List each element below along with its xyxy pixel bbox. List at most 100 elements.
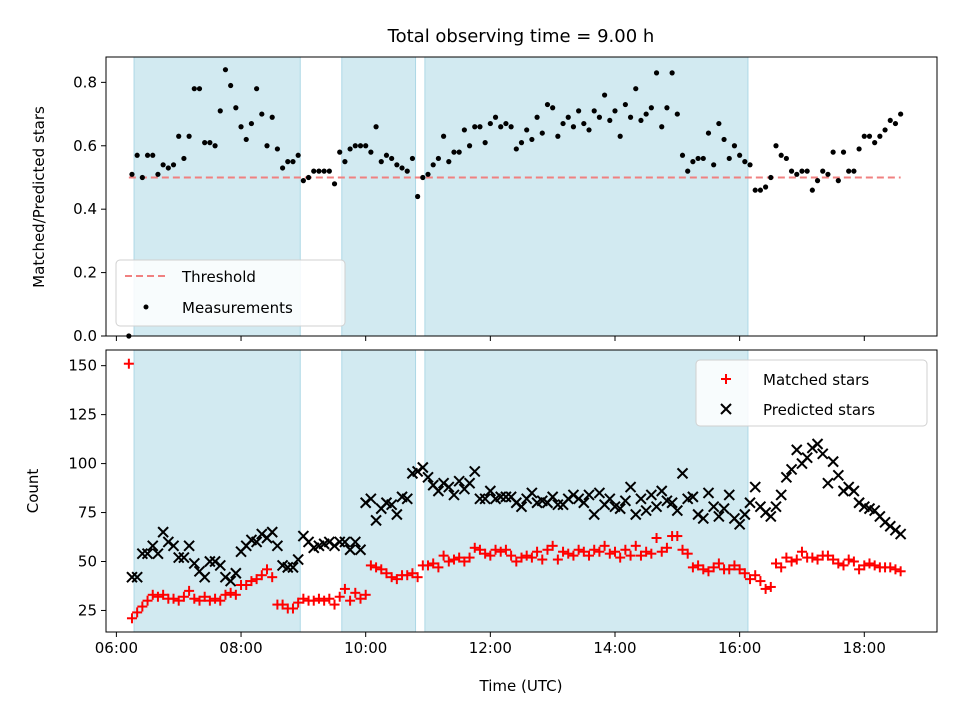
matched-star-point (641, 546, 652, 557)
matched-star-point (521, 550, 532, 561)
measurement-point (233, 105, 239, 111)
legend-measurements-swatch (143, 304, 149, 310)
measurement-point (222, 67, 229, 73)
predicted-star-point-b (676, 467, 689, 480)
predicted-star-point (422, 471, 434, 483)
predicted-star-point (624, 481, 637, 493)
matched-star-point (750, 570, 761, 581)
predicted-star-point-b (183, 540, 195, 552)
legend-measurements-label: Measurements (182, 299, 293, 317)
matched-star-point (687, 562, 698, 573)
predicted-star-point (614, 502, 626, 515)
predicted-star-point (173, 551, 185, 564)
predicted-star-point-b (157, 526, 169, 538)
predicted-star-point-b (707, 500, 720, 513)
matched-star-point (204, 595, 215, 606)
matched-star-point (412, 572, 423, 583)
measurement-point (160, 162, 166, 168)
matched-star-point (693, 560, 704, 571)
measurement-point (711, 162, 717, 168)
predicted-star-point-b (593, 487, 606, 499)
predicted-star-point-b (245, 534, 258, 546)
measurement-point (539, 130, 545, 136)
y-tick-label: 0.8 (73, 73, 97, 91)
predicted-star-point-b (588, 508, 600, 521)
predicted-star-point-b (276, 559, 289, 572)
predicted-star-point-b (365, 493, 377, 505)
predicted-star-point-b (609, 500, 621, 513)
predicted-star-point-b (417, 461, 429, 474)
measurement-point (363, 143, 369, 149)
legend-matched-plus (721, 374, 731, 384)
matched-star-point (262, 564, 273, 575)
measurement-point (622, 101, 628, 108)
predicted-star-point (230, 567, 242, 579)
matched-star-point (822, 550, 833, 561)
measurement-point (892, 120, 899, 127)
predicted-star-point (676, 467, 689, 480)
predicted-star-point-b (204, 555, 216, 568)
measurement-point (742, 159, 748, 165)
measurement-point (212, 143, 218, 149)
measurement-point (498, 124, 504, 130)
matched-star-point (490, 544, 501, 555)
measurement-point (752, 187, 758, 193)
predicted-star-point (894, 528, 907, 540)
predicted-star-point-b (479, 493, 491, 505)
predicted-star-point-b (640, 504, 652, 517)
predicted-star-point-b (630, 508, 642, 521)
matched-star-point (739, 568, 750, 579)
top-panel: Total observing time = 9.00 h 0.00.20.40… (30, 26, 938, 345)
predicted-star-point (443, 481, 455, 493)
matched-star-point (615, 552, 626, 563)
predicted-star-point-b (380, 497, 393, 509)
measurement-point (461, 127, 467, 133)
bottom-legend-box (695, 359, 928, 427)
matched-star-point (152, 591, 163, 602)
predicted-star-point-b (349, 536, 362, 548)
predicted-star-point-b (770, 500, 782, 513)
predicted-star-point (552, 499, 564, 511)
predicted-star-point-b (250, 536, 263, 548)
predicted-star-point (656, 485, 668, 497)
predicted-star-point-b (754, 500, 767, 513)
measurement-point (882, 127, 888, 133)
measurement-point (378, 159, 384, 165)
matched-star-point (765, 581, 776, 592)
measurement-point (737, 152, 743, 158)
predicted-star-point (463, 477, 476, 489)
matched-star-point (230, 589, 241, 600)
predicted-star-point-b (785, 463, 798, 476)
measurement-point (550, 105, 556, 111)
matched-star-point (345, 595, 356, 606)
predicted-star-point (822, 477, 834, 489)
matched-star-point (511, 556, 522, 567)
predicted-star-point-b (546, 491, 559, 503)
y-tick-label: 100 (68, 455, 97, 473)
predicted-star-point-b (282, 561, 294, 574)
measurement-point (763, 184, 769, 190)
matched-star-point (563, 548, 574, 559)
predicted-star-point (811, 438, 824, 450)
legend-matched-swatch (721, 374, 731, 384)
measurement-point (778, 152, 784, 158)
shaded-interval-1 (341, 56, 417, 337)
predicted-star-point-b (391, 508, 403, 521)
measurement-point (768, 174, 774, 181)
measurement-point (425, 171, 431, 177)
predicted-star-point-b (536, 495, 548, 507)
measurement-point (674, 111, 680, 117)
predicted-star-point (266, 526, 278, 538)
measurement-point (290, 159, 296, 165)
matched-star-point (651, 533, 662, 543)
matched-star-point (386, 572, 397, 583)
top-y-axis-label: Matched/Predicted stars (30, 106, 48, 288)
measurement-point (285, 159, 291, 165)
measurement-point (264, 143, 270, 149)
matched-star-point (869, 560, 880, 571)
predicted-star-point-b (827, 455, 839, 468)
predicted-star-point (469, 465, 481, 478)
measurement-point (607, 117, 613, 124)
predicted-star-point-b (297, 530, 310, 542)
predicted-star-point (619, 495, 632, 507)
